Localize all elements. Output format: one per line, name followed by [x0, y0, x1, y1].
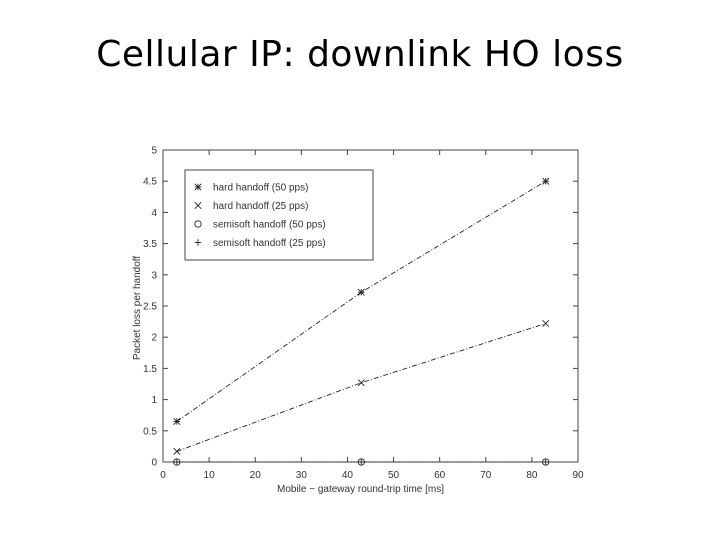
x-tick-label: 40	[342, 470, 354, 481]
slide-title: Cellular IP: downlink HO loss	[96, 34, 624, 75]
data-point-series-0	[357, 288, 365, 296]
data-point-series-3	[542, 458, 549, 466]
x-tick-label: 20	[250, 470, 262, 481]
y-tick-label: 2	[151, 333, 157, 344]
y-tick-label: 0	[151, 458, 157, 469]
x-tick-label: 50	[388, 470, 400, 481]
x-tick-label: 60	[434, 470, 446, 481]
y-tick-label: 1	[151, 395, 157, 406]
y-tick-label: 3.5	[143, 239, 157, 250]
legend-label: semisoft handoff (50 pps)	[213, 220, 326, 231]
legend-marker-0	[194, 183, 202, 191]
y-tick-label: 4.5	[143, 177, 157, 188]
data-point-series-0	[542, 177, 550, 185]
series-line-1	[176, 323, 546, 452]
x-axis-label: Mobile − gateway round-trip time [ms]	[277, 484, 444, 495]
marker-stroke	[357, 379, 365, 387]
legend-label: semisoft handoff (25 pps)	[213, 238, 326, 249]
legend-label: hard handoff (25 pps)	[213, 201, 308, 212]
marker-stroke	[194, 220, 202, 228]
data-point-series-3	[358, 458, 365, 466]
data-point-series-1	[173, 447, 181, 455]
data-point-series-1	[357, 379, 365, 387]
legend-label: hard handoff (50 pps)	[213, 183, 308, 194]
data-point-series-0	[173, 417, 181, 425]
marker-stroke	[194, 201, 202, 210]
y-tick-label: 5	[151, 146, 157, 157]
data-point-series-1	[542, 319, 550, 327]
data-point-series-3	[173, 458, 181, 466]
y-tick-label: 0.5	[143, 426, 157, 437]
y-tick-label: 1.5	[143, 364, 157, 375]
legend-marker-3	[194, 239, 202, 246]
y-axis-label: Packet loss per handoff	[132, 256, 143, 361]
x-tick-label: 10	[204, 470, 216, 481]
x-tick-label: 70	[480, 470, 492, 481]
y-tick-label: 2.5	[143, 302, 157, 313]
legend-box	[184, 169, 374, 261]
marker-stroke	[542, 319, 550, 327]
legend-marker-2	[194, 220, 202, 228]
marker-stroke	[173, 447, 181, 455]
x-tick-label: 30	[296, 470, 308, 481]
x-tick-label: 80	[526, 470, 538, 481]
x-tick-label: 0	[160, 470, 166, 481]
y-tick-label: 3	[151, 270, 157, 281]
x-tick-label: 90	[572, 470, 584, 481]
y-tick-label: 4	[151, 208, 157, 219]
legend-marker-1	[194, 201, 202, 210]
